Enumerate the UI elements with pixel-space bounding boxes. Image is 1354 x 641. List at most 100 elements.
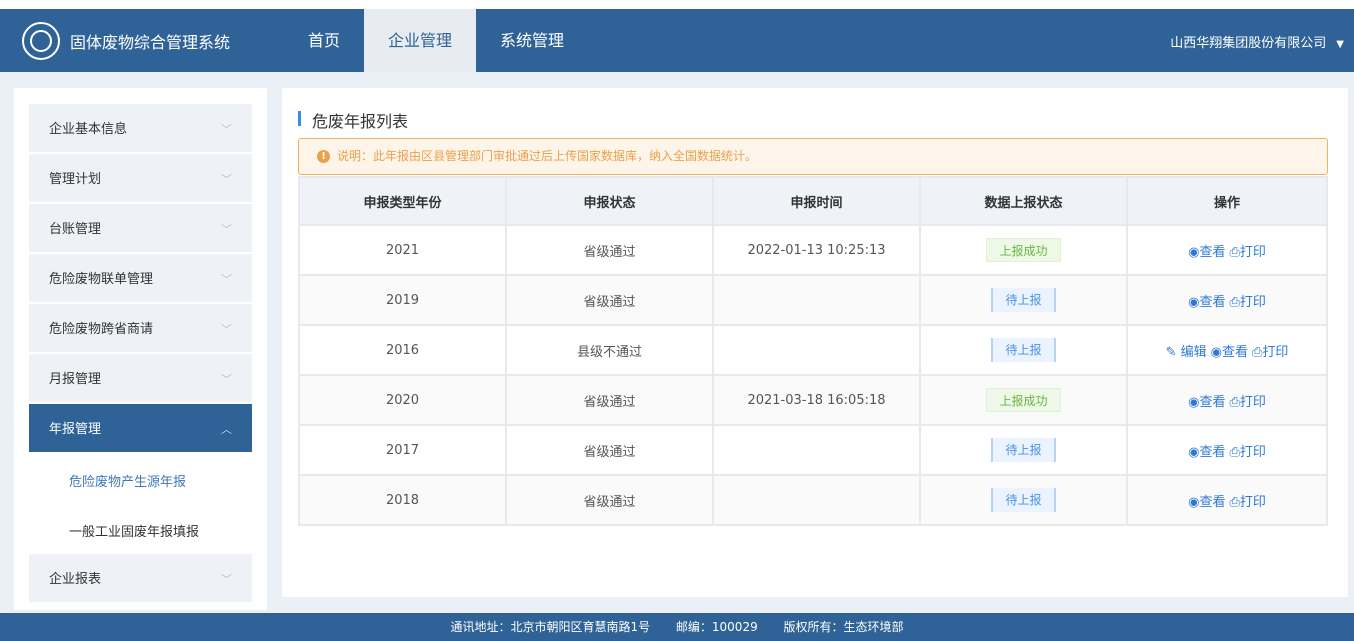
- cell-time: [712, 274, 921, 326]
- view-button[interactable]: ◉查看: [1188, 245, 1225, 260]
- notice-banner: ! 说明：此年报由区县管理部门审批通过后上传国家数据库，纳入全国数据统计。: [298, 138, 1328, 175]
- cell-report-status: 待上报: [919, 474, 1128, 526]
- view-label: 查看: [1221, 344, 1248, 360]
- view-button[interactable]: ◉查看: [1188, 295, 1225, 310]
- table-row: 2020 省级通过 2021-03-18 16:05:18 上报成功 ◉查看 ⎙打…: [298, 374, 1328, 426]
- cell-status: 省级通过: [505, 224, 714, 276]
- sidebar-item[interactable]: 危险废物跨省商请 ﹀: [29, 304, 252, 352]
- view-button[interactable]: ◉查看: [1188, 395, 1225, 410]
- print-button[interactable]: ⎙打印: [1229, 495, 1265, 510]
- footer-copyright: 版权所有：生态环境部: [783, 620, 904, 634]
- cell-year: 2020: [298, 374, 507, 426]
- col-status: 申报状态: [505, 176, 714, 226]
- print-button[interactable]: ⎙打印: [1229, 245, 1265, 260]
- sidebar: 企业基本信息 ﹀ 管理计划 ﹀ 台账管理 ﹀ 危险废物联单管理 ﹀ 危险废物跨省商请 ﹀ 月报管理 ﹀…: [14, 88, 267, 610]
- sidebar-item-label: 管理计划: [49, 172, 102, 187]
- eye-icon: ◉: [1188, 444, 1200, 460]
- report-status-badge: 待上报: [991, 438, 1056, 462]
- col-actions: 操作: [1126, 176, 1328, 226]
- notice-text: 说明：此年报由区县管理部门审批通过后上传国家数据库，纳入全国数据统计。: [337, 149, 758, 163]
- cell-report-status: 上报成功: [919, 224, 1128, 276]
- cell-status: 省级通过: [505, 424, 714, 476]
- sidebar-item[interactable]: 年报管理 ︿: [29, 404, 252, 452]
- edit-label: 编辑: [1180, 344, 1207, 360]
- nav-enterprise[interactable]: 企业管理: [364, 9, 477, 72]
- view-button[interactable]: ◉查看: [1211, 345, 1248, 360]
- sidebar-item[interactable]: 企业报表 ﹀: [29, 554, 252, 602]
- view-button[interactable]: ◉查看: [1188, 445, 1225, 460]
- view-label: 查看: [1199, 244, 1226, 260]
- report-status-badge: 待上报: [991, 338, 1056, 362]
- chevron-down-icon: ﹀: [221, 173, 232, 186]
- top-strip: [0, 0, 1354, 9]
- chevron-down-icon: ﹀: [221, 323, 232, 336]
- chevron-down-icon: ﹀: [221, 123, 232, 136]
- cell-status: 县级不通过: [505, 324, 714, 376]
- eye-icon: ◉: [1188, 294, 1200, 310]
- table-row: 2021 省级通过 2022-01-13 10:25:13 上报成功 ◉查看 ⎙打…: [298, 224, 1328, 276]
- cell-time: [712, 474, 921, 526]
- eye-icon: ◉: [1188, 494, 1200, 510]
- edit-button[interactable]: ✎ 编辑: [1166, 345, 1207, 360]
- cell-status: 省级通过: [505, 274, 714, 326]
- nav-home[interactable]: 首页: [308, 31, 341, 50]
- chevron-down-icon: ﹀: [221, 273, 232, 286]
- sidebar-item[interactable]: 企业基本信息 ﹀: [29, 104, 252, 152]
- cell-status: 省级通过: [505, 474, 714, 526]
- cell-actions: ◉查看 ⎙打印: [1126, 374, 1328, 426]
- cell-report-status: 上报成功: [919, 374, 1128, 426]
- cell-actions: ◉查看 ⎙打印: [1126, 474, 1328, 526]
- cell-year: 2021: [298, 224, 507, 276]
- sidebar-item-label: 危险废物联单管理: [49, 272, 154, 287]
- cell-year: 2016: [298, 324, 507, 376]
- sidebar-subitem-hazardous-annual[interactable]: 危险废物产生源年报: [69, 475, 187, 490]
- cell-actions: ✎ 编辑 ◉查看 ⎙打印: [1126, 324, 1328, 376]
- print-label: 打印: [1239, 294, 1266, 310]
- edit-icon: ✎: [1165, 344, 1177, 360]
- printer-icon: ⎙: [1229, 244, 1240, 260]
- sidebar-item[interactable]: 台账管理 ﹀: [29, 204, 252, 252]
- eye-icon: ◉: [1188, 244, 1200, 260]
- sidebar-item[interactable]: 危险废物联单管理 ﹀: [29, 254, 252, 302]
- cell-time: [712, 424, 921, 476]
- eye-icon: ◉: [1188, 394, 1200, 410]
- report-status-badge: 待上报: [991, 488, 1056, 512]
- table-row: 2017 省级通过 待上报 ◉查看 ⎙打印: [298, 424, 1328, 476]
- printer-icon: ⎙: [1229, 444, 1240, 460]
- nav-system[interactable]: 系统管理: [500, 31, 565, 50]
- print-label: 打印: [1262, 344, 1289, 360]
- app-title: 固体废物综合管理系统: [70, 33, 231, 52]
- warning-icon: !: [317, 150, 330, 163]
- sidebar-item-label: 月报管理: [49, 372, 102, 387]
- page-title: 危废年报列表: [298, 108, 408, 132]
- cell-actions: ◉查看 ⎙打印: [1126, 424, 1328, 476]
- footer-address: 通讯地址：北京市朝阳区育慧南路1号: [450, 620, 651, 634]
- chevron-down-icon: ﹀: [221, 223, 232, 236]
- print-button[interactable]: ⎙打印: [1252, 345, 1288, 360]
- col-report-status: 数据上报状态: [919, 176, 1128, 226]
- sidebar-item-label: 台账管理: [49, 222, 102, 237]
- printer-icon: ⎙: [1252, 344, 1263, 360]
- print-button[interactable]: ⎙打印: [1229, 445, 1265, 460]
- user-menu[interactable]: 山西华翔集团股份有限公司 ▼: [1170, 32, 1344, 51]
- top-nav: 首页 企业管理 系统管理: [284, 9, 588, 72]
- print-label: 打印: [1239, 244, 1266, 260]
- view-label: 查看: [1199, 394, 1226, 410]
- print-button[interactable]: ⎙打印: [1229, 295, 1265, 310]
- sidebar-item[interactable]: 管理计划 ﹀: [29, 154, 252, 202]
- cell-actions: ◉查看 ⎙打印: [1126, 274, 1328, 326]
- sidebar-item[interactable]: 月报管理 ﹀: [29, 354, 252, 402]
- print-button[interactable]: ⎙打印: [1229, 395, 1265, 410]
- footer-zip: 邮编：100029: [675, 620, 758, 634]
- caret-down-icon: ▼: [1336, 39, 1344, 50]
- report-status-badge: 上报成功: [986, 238, 1061, 262]
- footer: 通讯地址：北京市朝阳区育慧南路1号 邮编：100029 版权所有：生态环境部: [0, 613, 1354, 641]
- sidebar-item-label: 危险废物跨省商请: [49, 322, 154, 337]
- sidebar-item-label: 企业基本信息: [49, 122, 128, 137]
- sidebar-subitem-general-annual[interactable]: 一般工业固废年报填报: [69, 525, 200, 540]
- print-label: 打印: [1239, 394, 1266, 410]
- view-button[interactable]: ◉查看: [1188, 495, 1225, 510]
- printer-icon: ⎙: [1229, 494, 1240, 510]
- emblem-logo: [22, 22, 60, 60]
- cell-year: 2017: [298, 424, 507, 476]
